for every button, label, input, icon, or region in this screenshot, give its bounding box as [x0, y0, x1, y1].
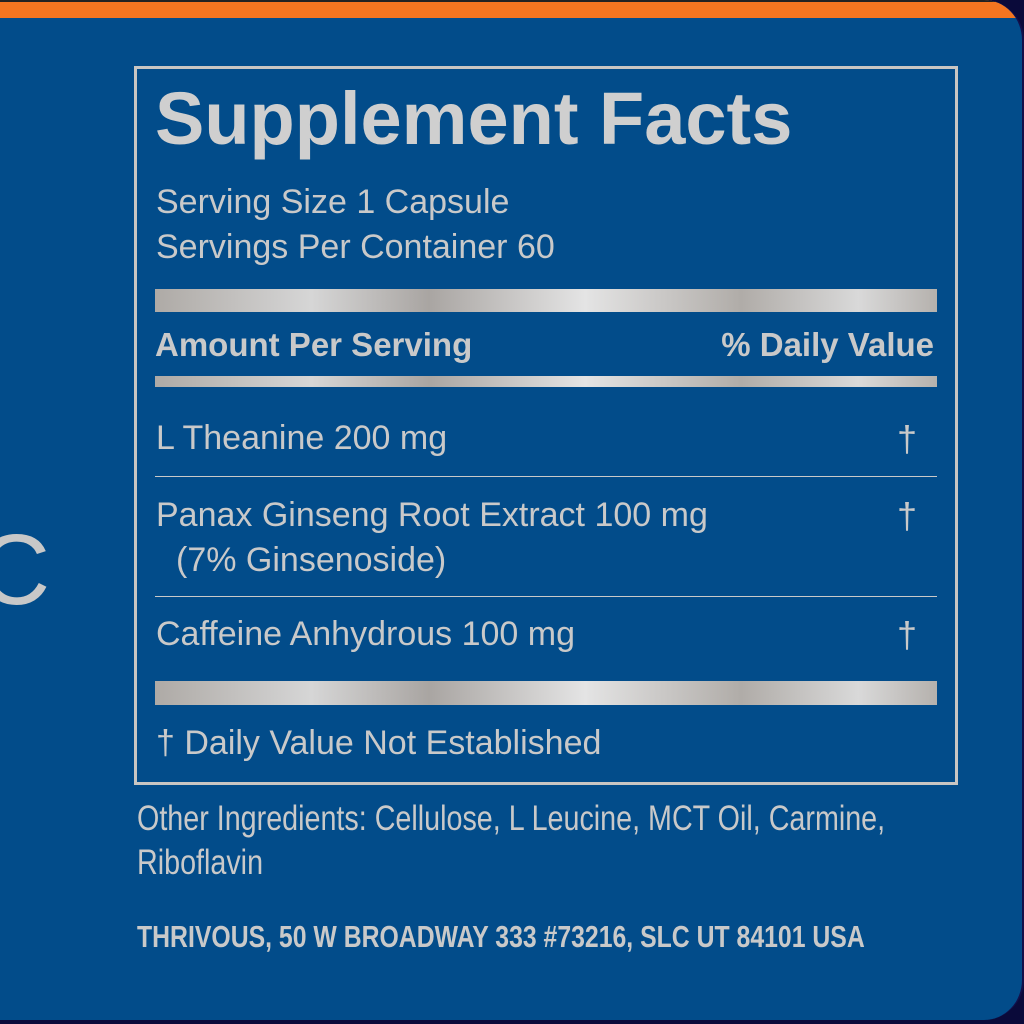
row-subtext: (7% Ginsenoside) [176, 541, 447, 579]
dagger-icon: † [897, 614, 918, 655]
servings-per-container: Servings Per Container 60 [156, 228, 555, 266]
row-name: L Theanine 200 mg [156, 419, 448, 457]
header-amount: Amount Per Serving [155, 326, 473, 363]
manufacturer-address: THRIVOUS, 50 W BROADWAY 333 #73216, SLC … [137, 919, 865, 954]
other-ingredients-cont: Riboflavin [137, 843, 264, 882]
dagger-icon: † [897, 495, 918, 536]
footnote: † Daily Value Not Established [156, 724, 602, 762]
header-daily-value: % Daily Value [721, 326, 934, 363]
thick-divider [155, 289, 937, 312]
facts-title: Supplement Facts [155, 77, 793, 160]
supplement-facts-box [134, 66, 958, 785]
row-name: Panax Ginseng Root Extract 100 mg [156, 496, 708, 534]
row-name: Caffeine Anhydrous 100 mg [156, 615, 575, 653]
partial-letter: C [0, 520, 50, 620]
thick-divider [155, 681, 937, 705]
row-divider [155, 476, 937, 477]
other-ingredients: Other Ingredients: Cellulose, L Leucine,… [137, 799, 886, 838]
dagger-icon: † [897, 418, 918, 459]
medium-divider [155, 376, 937, 387]
orange-band [0, 0, 1022, 18]
row-divider [155, 596, 937, 597]
serving-size: Serving Size 1 Capsule [156, 183, 510, 221]
